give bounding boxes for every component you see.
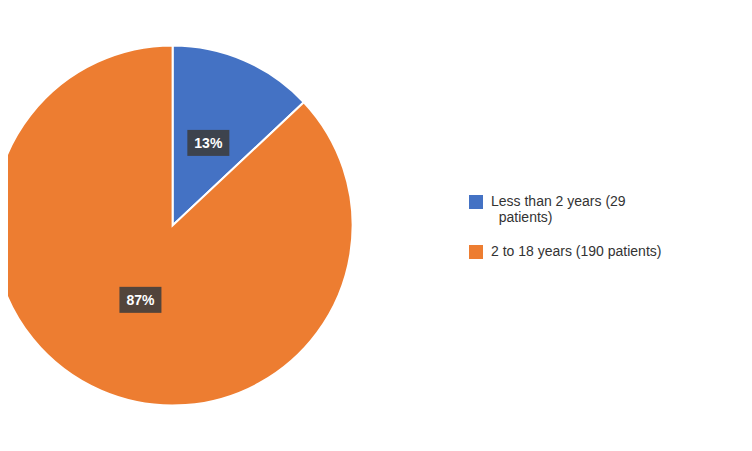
html-text:2 to 18 years (190 patients): 2 to 18 years (190 patients)	[491, 242, 662, 259]
svg-text:13%: 13%	[194, 135, 223, 151]
svg-text:87%: 87%	[126, 292, 155, 308]
html-text:Less than 2 years (29 patients: Less than 2 years (29 patients)	[491, 192, 626, 225]
